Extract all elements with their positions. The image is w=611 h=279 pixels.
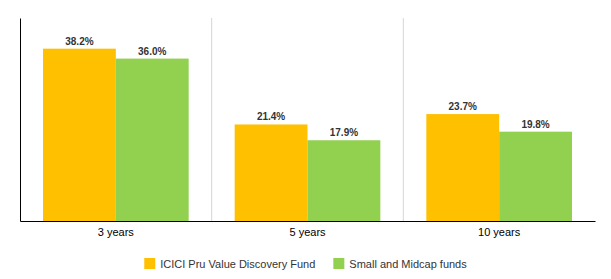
legend-swatch (144, 258, 155, 269)
chart-container: 38.2% 21.4% 23.7% 36.0% 17.9% 19.8% 3 years 5 y… (0, 0, 611, 279)
x-tick: 5 years (289, 221, 326, 238)
data-label: 19.8% (521, 119, 549, 130)
bar (308, 140, 381, 221)
y-axis-line (20, 19, 21, 222)
data-label: 36.0% (138, 46, 166, 57)
x-tick: 10 years (478, 221, 521, 238)
bar (43, 49, 116, 221)
chart-svg: 38.2% 21.4% 23.7% 36.0% 17.9% 19.8% 3 years 5 y… (0, 0, 611, 279)
bar (499, 132, 572, 221)
legend-label: ICICI Pru Value Discovery Fund (160, 258, 315, 270)
group-divider (403, 18, 404, 221)
x-tick-label: 5 years (289, 226, 326, 238)
x-axis: 3 years 5 years 10 years (21, 221, 596, 238)
data-label: 21.4% (257, 111, 285, 122)
y-axis (20, 19, 21, 222)
bar (235, 124, 308, 221)
x-tick: 3 years (98, 221, 135, 238)
bars (43, 49, 572, 221)
legend-swatch (333, 258, 344, 269)
legend-item: ICICI Pru Value Discovery Fund (144, 258, 315, 270)
data-label: 23.7% (449, 101, 477, 112)
data-labels: 38.2% 21.4% 23.7% 36.0% 17.9% 19.8% (65, 36, 550, 139)
bar (426, 114, 499, 221)
plot-area: 38.2% 21.4% 23.7% 36.0% 17.9% 19.8% 3 years 5 y… (21, 18, 596, 238)
bar (116, 59, 189, 221)
data-label: 17.9% (330, 127, 358, 138)
x-tick-label: 3 years (98, 226, 135, 238)
x-axis-line (21, 221, 596, 222)
legend: ICICI Pru Value Discovery Fund Small and … (144, 258, 467, 270)
legend-label: Small and Midcap funds (349, 258, 467, 270)
legend-item: Small and Midcap funds (333, 258, 467, 270)
data-label: 38.2% (65, 36, 93, 47)
x-tick-label: 10 years (478, 226, 521, 238)
group-divider (211, 18, 212, 221)
